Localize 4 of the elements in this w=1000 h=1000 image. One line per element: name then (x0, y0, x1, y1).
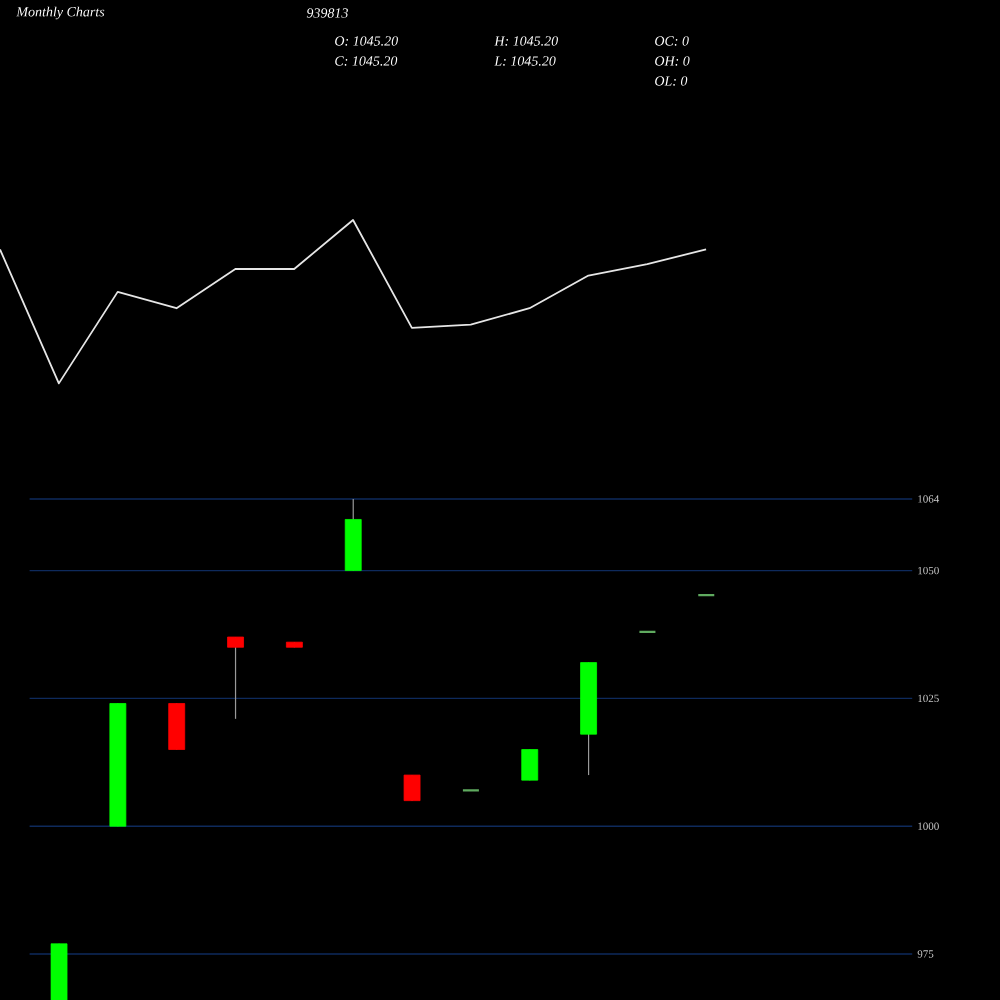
candlestick (403, 774, 421, 802)
candlestick (168, 702, 186, 751)
candlestick (521, 748, 539, 781)
candlestick (227, 636, 244, 720)
